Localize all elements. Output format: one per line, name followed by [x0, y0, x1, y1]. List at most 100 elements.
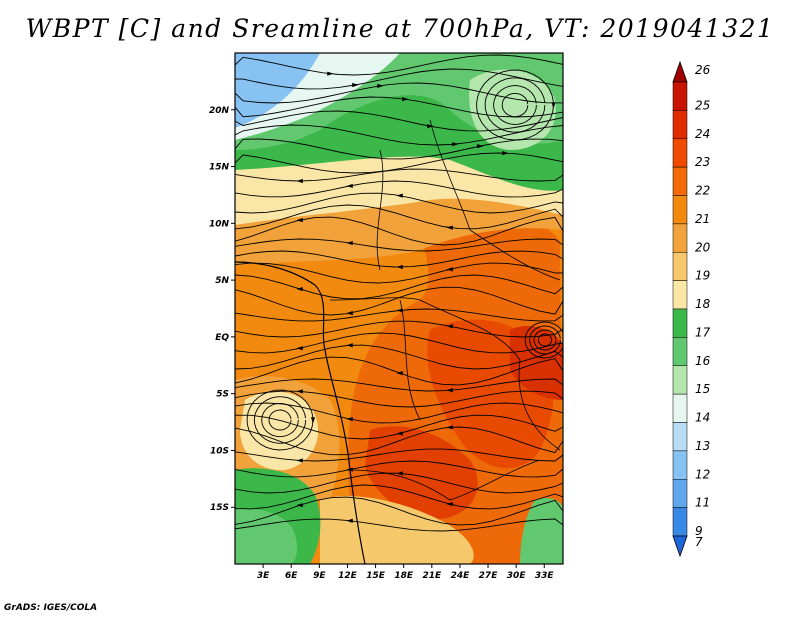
colorbar-cell [672, 110, 688, 139]
streamline [235, 356, 563, 386]
y-tick-label: 5S [216, 390, 229, 400]
streamline-vortex [501, 92, 529, 118]
streamline-vortex [529, 325, 561, 355]
colorbar-label: 13 [695, 439, 710, 453]
streamline [235, 426, 563, 456]
colorbar-cell [672, 195, 688, 225]
streamline [235, 320, 563, 338]
colorbar-label: 14 [695, 411, 710, 425]
streamline-arrow [346, 518, 353, 523]
streamline-arrows [296, 71, 563, 523]
colorbar-label: 11 [695, 496, 710, 510]
streamline [235, 180, 563, 198]
streamline-arrow [296, 286, 303, 292]
streamline [235, 460, 563, 478]
streamline-arrow [296, 503, 303, 508]
streamline-vortex [533, 329, 557, 351]
streamline-arrow [346, 240, 353, 246]
streamline-arrow [477, 144, 484, 149]
streamline [235, 308, 563, 322]
colorbar-label: 20 [695, 240, 711, 254]
streamline-arrow [346, 416, 353, 422]
x-tick-label: 9E [313, 571, 326, 581]
streamline-arrow [446, 267, 453, 272]
y-tick-label: 20N [209, 106, 230, 116]
map-panel [235, 53, 563, 564]
streamline-arrow [310, 417, 316, 424]
streamline-arrow [396, 371, 403, 376]
streamline [235, 124, 563, 146]
x-tick-label: 12E [338, 571, 358, 581]
streamline [235, 414, 563, 440]
streamline [235, 82, 563, 104]
streamline-arrow [396, 471, 403, 476]
streamline [235, 378, 563, 392]
colorbar-label: 25 [695, 98, 710, 112]
y-tick-label: 15S [210, 503, 229, 513]
colorbar-cell [672, 479, 688, 508]
colorbar-cell [672, 450, 688, 480]
streamline-vortex [261, 402, 299, 438]
streamline [235, 204, 563, 230]
streamline [235, 96, 563, 118]
streamline-arrow [427, 124, 434, 129]
streamline [235, 448, 563, 462]
streamline-vortex [268, 409, 292, 431]
y-tick-label: 15N [209, 163, 230, 173]
colorbar-label: 18 [695, 297, 711, 311]
streamline [235, 138, 563, 160]
colorbar-cell [672, 507, 688, 537]
colorbar-label: 16 [695, 354, 711, 368]
streamline-arrow [296, 178, 303, 184]
streamline-vortex [253, 396, 307, 444]
x-tick-label: 15E [366, 571, 386, 581]
streamline-arrow [377, 83, 384, 88]
streamline-vortex [246, 389, 314, 451]
streamline-vortex [484, 77, 546, 133]
streamline [235, 216, 563, 246]
shading-sw-swirl [240, 391, 319, 471]
colorbar-cell [672, 365, 688, 395]
streamline-arrow [346, 311, 353, 316]
streamline-arrow [296, 389, 303, 394]
streamline [235, 472, 563, 494]
x-axis-ticks: 3E 6E 9E 12E 15E 18E 21E 24E 27E 30E 33E [257, 564, 554, 581]
streamline [235, 286, 563, 316]
colorbar-cell [672, 422, 688, 452]
shading-light-band [235, 192, 563, 265]
streamline [235, 238, 563, 252]
streamline [235, 54, 563, 76]
y-tick-label: 5N [215, 276, 229, 286]
colorbar-label: 21 [695, 212, 710, 226]
streamline-arrow [551, 102, 556, 109]
colorbar-cell [672, 166, 688, 196]
colorbar-bottom-arrow [672, 535, 688, 558]
x-tick-label: 30E [507, 571, 527, 581]
streamline-arrow [352, 82, 359, 88]
streamline-arrow [452, 142, 459, 147]
streamline [235, 344, 563, 370]
streamline [235, 484, 563, 510]
colorbar-label: 7 [695, 535, 703, 549]
streamline [235, 332, 563, 354]
streamline [235, 168, 563, 182]
colorbar-cell [672, 138, 688, 168]
streamline [235, 496, 563, 526]
colorbar-cell [672, 280, 688, 310]
streamline-vortex [493, 85, 537, 125]
y-axis-ticks: 20N 15N 10N 5N EQ 5S 10S 15S [209, 106, 235, 513]
colorbar-cell [672, 252, 688, 281]
colorbar-top-arrow [672, 60, 688, 83]
x-tick-label: 3E [257, 571, 270, 581]
colorbar-label: 23 [695, 155, 710, 169]
shading-se-green [520, 498, 563, 564]
streamline-arrow [396, 431, 403, 436]
shading-sw-lightgreen [235, 508, 298, 564]
shading-nw-blue [235, 53, 330, 130]
streamline-arrow [396, 264, 403, 270]
colorbar-label: 26 [695, 63, 711, 77]
coastline [235, 261, 366, 564]
streamline-vortex [476, 69, 554, 141]
streamline-arrow [446, 501, 453, 507]
